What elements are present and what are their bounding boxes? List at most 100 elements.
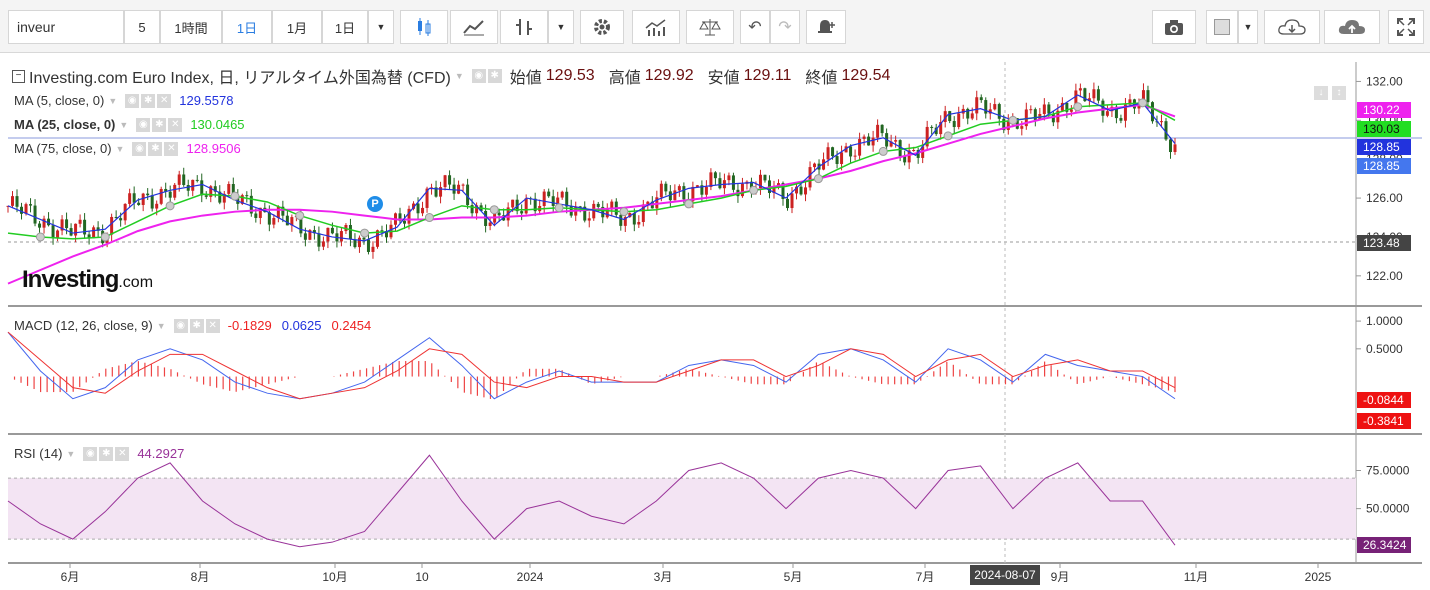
snapshot-button[interactable] (1152, 10, 1196, 44)
candle-body (1105, 111, 1109, 116)
macd-badge-a: -0.0844 (1357, 392, 1411, 408)
candle-body (957, 113, 961, 128)
candle-body (123, 203, 127, 221)
legend-dropdown-icon[interactable]: ▼ (156, 320, 166, 331)
legend-dropdown-icon[interactable]: ▼ (454, 71, 464, 81)
rsi-value: 44.2927 (137, 446, 185, 461)
close-icon[interactable]: ✕ (168, 117, 183, 132)
candle-body (520, 211, 524, 214)
candle-body (560, 191, 564, 198)
event-marker-p[interactable]: P (367, 196, 383, 212)
undo-button[interactable]: ↶ (740, 10, 770, 44)
candle-body (384, 231, 388, 238)
candle-body (366, 239, 370, 252)
gear-icon[interactable]: ✱ (99, 446, 114, 461)
candle-body (1164, 121, 1168, 140)
close-icon[interactable]: ✕ (164, 141, 179, 156)
interval-1d-button[interactable]: 1日 (222, 10, 272, 44)
settings-button[interactable] (580, 10, 624, 44)
collapse-icon[interactable]: − (12, 69, 25, 83)
candle-body (47, 218, 51, 226)
rsi-tick-label: 75.0000 (1366, 464, 1410, 478)
gear-icon[interactable]: ✱ (148, 141, 163, 156)
ma-cross-dot (554, 203, 564, 213)
candles-button[interactable] (400, 10, 448, 44)
fullscreen-button[interactable] (1388, 10, 1424, 44)
gear-icon[interactable]: ✱ (141, 93, 156, 108)
candle-body (29, 204, 33, 206)
indicators-button[interactable] (632, 10, 680, 44)
candle-body (876, 124, 880, 138)
interval-select[interactable]: 1日 (322, 10, 368, 44)
chevron-down-icon: ▼ (376, 22, 386, 32)
legend-dropdown-icon[interactable]: ▼ (108, 95, 118, 106)
fullscreen-icon (1397, 18, 1415, 36)
undo-icon: ↶ (748, 19, 762, 36)
scale-options-icon[interactable]: ↕ (1332, 86, 1346, 100)
ma75-legend[interactable]: MA (75, close, 0) ▼ ◉ ✱ ✕ 128.9506 (14, 141, 241, 156)
chevron-down-icon: ▼ (556, 22, 566, 32)
investing-watermark: Investing.com (22, 266, 153, 294)
ma-cross-dot (878, 146, 888, 156)
candle-body (119, 218, 123, 221)
close-icon[interactable]: ✕ (205, 318, 220, 333)
cloud-upload-button[interactable] (1324, 10, 1380, 44)
candle-body (209, 186, 213, 197)
candle-body (668, 191, 672, 201)
candle-body (78, 219, 82, 224)
chart-type-dropdown[interactable]: ▼ (548, 10, 574, 44)
macd-value-3: 0.2454 (331, 318, 372, 333)
candle-body (461, 184, 465, 186)
candle-body (718, 178, 722, 189)
close-icon[interactable]: ✕ (115, 446, 130, 461)
rsi-legend[interactable]: RSI (14) ▼ ◉ ✱ ✕ 44.2927 (14, 446, 184, 461)
candle-body (610, 201, 614, 210)
interval-5-button[interactable]: 5 (124, 10, 160, 44)
ma75-value: 128.9506 (186, 141, 241, 156)
gear-icon[interactable]: ✱ (189, 318, 204, 333)
candle-body (1159, 121, 1163, 123)
line-chart-button[interactable] (450, 10, 498, 44)
candle-body (709, 172, 713, 187)
square-icon (1214, 19, 1230, 35)
eye-icon[interactable]: ◉ (132, 141, 147, 156)
layout-dropdown[interactable]: ▼ (1238, 10, 1258, 44)
layout-button[interactable] (1206, 10, 1238, 44)
ma25-value: 130.0465 (190, 117, 245, 132)
candle-body (1015, 118, 1019, 129)
symbol-input[interactable]: inveur (8, 10, 124, 44)
candle-body (781, 183, 785, 199)
bar-chart-button[interactable] (500, 10, 548, 44)
redo-button[interactable]: ↷ (770, 10, 800, 44)
candle-body (186, 185, 190, 191)
ma75-controls: ◉ ✱ ✕ (132, 141, 179, 156)
legend-dropdown-icon[interactable]: ▼ (119, 119, 129, 130)
eye-icon[interactable]: ◉ (83, 446, 98, 461)
interval-1h-button[interactable]: 1時間 (160, 10, 222, 44)
ma75-price-badge: 130.22 (1357, 102, 1411, 118)
eye-icon[interactable]: ◉ (136, 117, 151, 132)
alert-button[interactable] (806, 10, 846, 44)
compare-button[interactable] (686, 10, 734, 44)
candle-body (317, 233, 321, 247)
ma5-legend[interactable]: MA (5, close, 0) ▼ ◉ ✱ ✕ 129.5578 (14, 93, 233, 108)
interval-1mo-button[interactable]: 1月 (272, 10, 322, 44)
eye-icon[interactable]: ◉ (173, 318, 188, 333)
candle-body (533, 198, 537, 212)
legend-dropdown-icon[interactable]: ▼ (66, 448, 76, 459)
eye-icon[interactable]: ◉ (125, 93, 140, 108)
price-tick-label: 122.00 (1366, 269, 1403, 283)
interval-dropdown-button[interactable]: ▼ (368, 10, 394, 44)
download-data-icon[interactable]: ↓ (1314, 86, 1328, 100)
cloud-download-button[interactable] (1264, 10, 1320, 44)
legend-dropdown-icon[interactable]: ▼ (115, 143, 125, 154)
close-icon[interactable]: ✕ (157, 93, 172, 108)
ma25-legend[interactable]: MA (25, close, 0) ▼ ◉ ✱ ✕ 130.0465 (14, 117, 245, 132)
gear-icon[interactable]: ✱ (487, 69, 502, 83)
macd-legend[interactable]: MACD (12, 26, close, 9) ▼ ◉ ✱ ✕ -0.1829 0.… (14, 318, 371, 333)
rsi-tick-label: 50.0000 (1366, 502, 1410, 516)
gear-icon[interactable]: ✱ (152, 117, 167, 132)
eye-icon[interactable]: ◉ (471, 69, 486, 83)
x-tick-label: 11月 (1184, 570, 1208, 584)
